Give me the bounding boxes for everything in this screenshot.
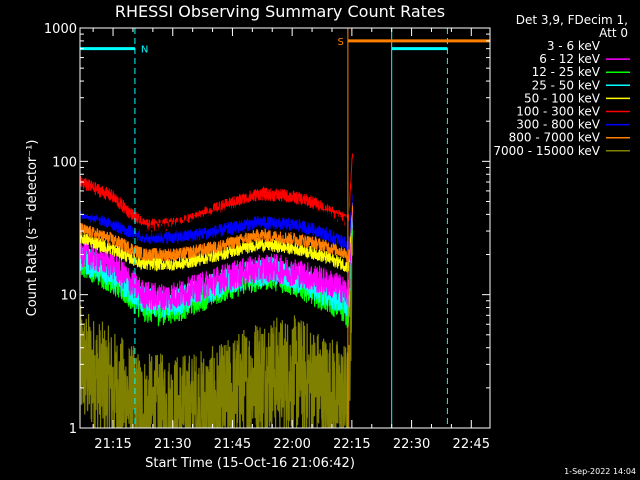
marker-layer: NS xyxy=(80,28,490,428)
series-line xyxy=(80,209,354,428)
legend-header: Att 0 xyxy=(599,26,628,40)
legend-label: 25 - 50 keV xyxy=(532,78,601,92)
series-layer xyxy=(80,153,354,428)
plot-frame xyxy=(79,27,491,429)
flag-label: N xyxy=(141,45,148,56)
axis-layer: 21:15 21:30 21:45 22:00 22:15 22:30 22:45 1 10 10… xyxy=(44,22,490,452)
footer-date: 1-Sep-2022 14:04 xyxy=(564,467,636,476)
legend-label: 100 - 300 keV xyxy=(516,105,600,119)
legend-label: 12 - 25 keV xyxy=(532,65,601,79)
x-tick-label: 22:15 xyxy=(333,437,370,452)
y-tick-label: 1 xyxy=(69,422,77,437)
x-tick-label: 21:30 xyxy=(154,437,191,452)
x-tick-label: 21:45 xyxy=(214,437,251,452)
series-line xyxy=(80,206,354,263)
legend-label: 800 - 7000 keV xyxy=(509,131,601,145)
series-line xyxy=(80,193,353,238)
legend-label: 50 - 100 keV xyxy=(524,91,601,105)
y-tick-label: 100 xyxy=(52,155,77,170)
series-line xyxy=(80,153,354,233)
y-tick-label: 10 xyxy=(60,289,77,304)
legend-label: 300 - 800 keV xyxy=(516,118,600,132)
flag-label: S xyxy=(338,37,344,48)
x-tick-label: 22:30 xyxy=(393,437,430,452)
y-axis-label: Count Rate (s⁻¹ detector⁻¹) xyxy=(25,140,40,317)
legend-label: 7000 - 15000 keV xyxy=(493,144,600,158)
x-axis-label: Start Time (15-Oct-16 21:06:42) xyxy=(145,456,355,471)
series-line xyxy=(80,202,354,313)
legend-header: Det 3,9, FDecim 1, xyxy=(516,13,628,27)
y-tick-label: 1000 xyxy=(44,22,77,37)
legend-label: 3 - 6 keV xyxy=(547,39,601,53)
x-tick-label: 22:00 xyxy=(273,437,310,452)
legend-label: 6 - 12 keV xyxy=(539,52,601,66)
x-tick-label: 22:45 xyxy=(453,437,490,452)
chart-title: RHESSI Observing Summary Count Rates xyxy=(115,2,445,21)
x-tick-label: 21:15 xyxy=(94,437,131,452)
